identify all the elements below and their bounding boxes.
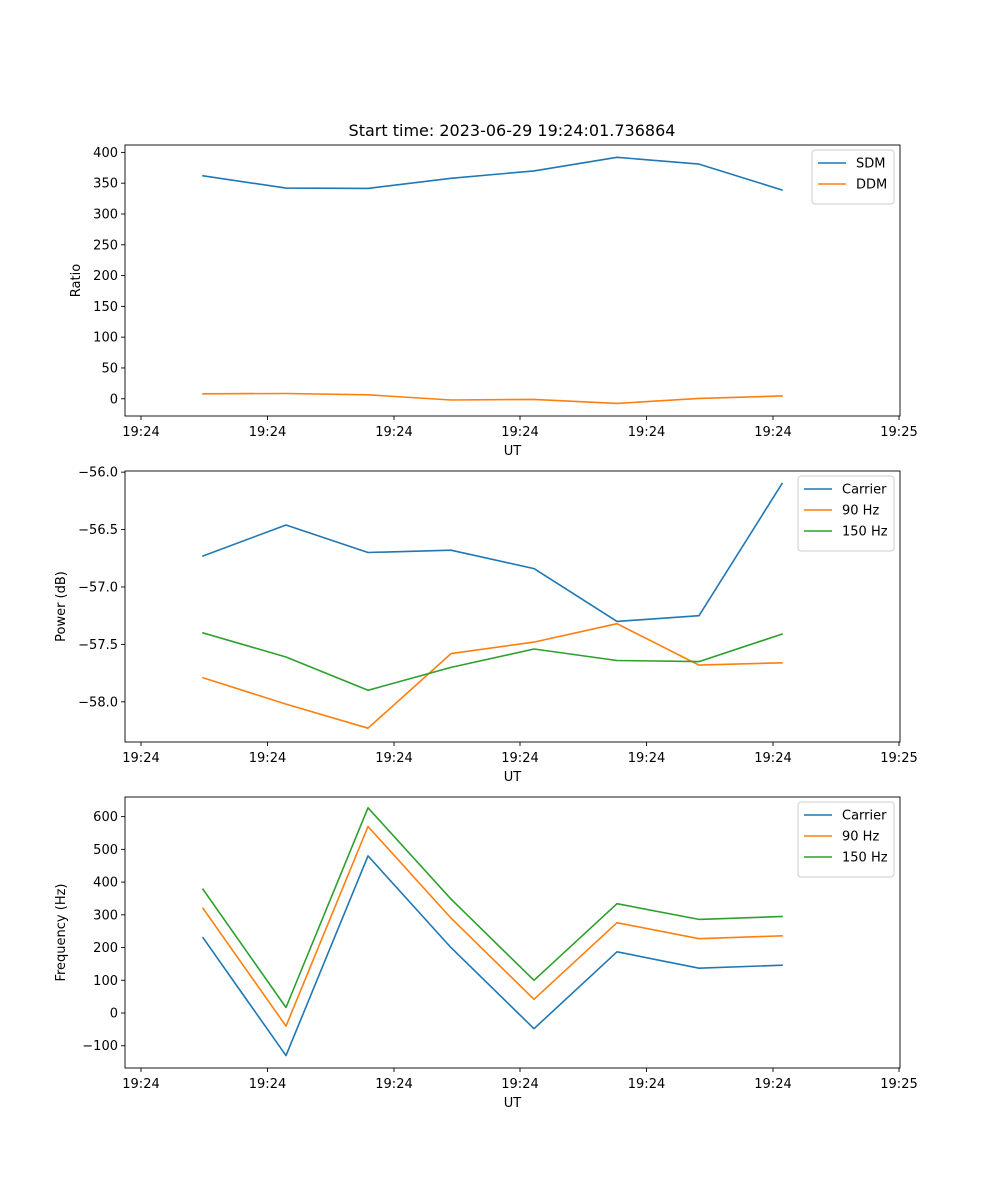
x-tick-label: 19:24 [375,425,412,440]
y-tick-label: 500 [93,843,118,858]
series-line-90-hz [201,825,783,1027]
x-axis-label: UT [504,444,522,459]
series-line-150-hz [201,806,783,1009]
y-tick-label: −57.5 [78,638,118,653]
legend-label: 90 Hz [842,830,879,845]
x-tick-label: 19:24 [501,1077,538,1092]
y-tick-label: 350 [93,177,118,192]
series-line-carrier [201,482,784,623]
x-tick-label: 19:24 [122,751,159,766]
y-tick-label: 400 [93,876,118,891]
legend-box [797,801,895,878]
x-tick-label: 19:24 [628,1077,665,1092]
legend-label: 150 Hz [842,851,888,866]
y-tick-label: −57.0 [78,580,118,595]
x-tick-label: 19:24 [628,751,665,766]
x-tick-label: 19:24 [375,751,412,766]
axes-frame [124,144,901,417]
legend-label: DDM [856,178,887,193]
series-line-150-hz [202,631,784,692]
y-tick-label: −58.0 [78,695,118,710]
y-tick-label: 300 [93,207,118,222]
series-line-ddm [202,392,783,405]
y-tick-label: 300 [93,908,118,923]
y-tick-label: −56.0 [78,466,118,481]
y-axis-label: Power (dB) [54,571,69,642]
x-tick-label: 19:25 [880,1077,917,1092]
y-tick-label: 150 [93,300,118,315]
x-tick-label: 19:24 [754,1077,791,1092]
x-tick-label: 19:24 [122,425,159,440]
legend-label: Carrier [842,483,887,498]
legend-label: Carrier [842,809,887,824]
x-tick-label: 19:24 [122,1077,159,1092]
legend-box [797,475,895,552]
axes-frame [124,796,901,1069]
x-axis-label: UT [504,1096,522,1111]
x-tick-label: 19:24 [375,1077,412,1092]
x-tick-label: 19:25 [880,425,917,440]
series-line-sdm [202,156,784,192]
y-axis-label: Frequency (Hz) [54,883,69,981]
y-tick-label: 0 [110,1007,118,1022]
y-tick-label: −100 [82,1039,118,1054]
y-tick-label: 250 [93,238,118,253]
y-axis-label: Ratio [69,264,84,297]
y-tick-label: 50 [101,361,118,376]
y-tick-label: 600 [93,810,118,825]
series-line-carrier [201,855,783,1057]
subplot-1: 19:24 19:24 19:24 19:24 19:24 19:24 19:25 0 50 10… [69,144,918,459]
x-tick-label: 19:24 [628,425,665,440]
x-tick-label: 19:24 [249,425,286,440]
axes-frame [124,470,901,743]
y-tick-label: 100 [93,331,118,346]
subplot-panels: 19:24 19:24 19:24 19:24 19:24 19:24 19:25 0 50 10… [54,144,918,1111]
x-axis-label: UT [504,770,522,785]
y-tick-label: −56.5 [78,523,118,538]
subplot-2: 19:24 19:24 19:24 19:24 19:24 19:24 19:25 −58.0… [54,466,918,785]
legend-label: 150 Hz [842,525,888,540]
series-line-90-hz [201,622,783,730]
x-tick-label: 19:24 [249,1077,286,1092]
subplot-3: 19:24 19:24 19:24 19:24 19:24 19:24 19:25 −100 0… [54,796,918,1111]
x-tick-label: 19:24 [501,751,538,766]
x-tick-label: 19:24 [754,751,791,766]
x-tick-label: 19:24 [754,425,791,440]
y-tick-label: 0 [110,392,118,407]
y-tick-label: 400 [93,146,118,161]
legend-label: 90 Hz [842,504,879,519]
y-tick-label: 200 [93,269,118,284]
legend-label: SDM [856,157,885,172]
x-tick-label: 19:24 [501,425,538,440]
x-tick-label: 19:24 [249,751,286,766]
y-tick-label: 200 [93,941,118,956]
x-tick-label: 19:25 [880,751,917,766]
y-tick-label: 100 [93,974,118,989]
figure-title: Start time: 2023-06-29 19:24:01.736864 [349,121,676,140]
